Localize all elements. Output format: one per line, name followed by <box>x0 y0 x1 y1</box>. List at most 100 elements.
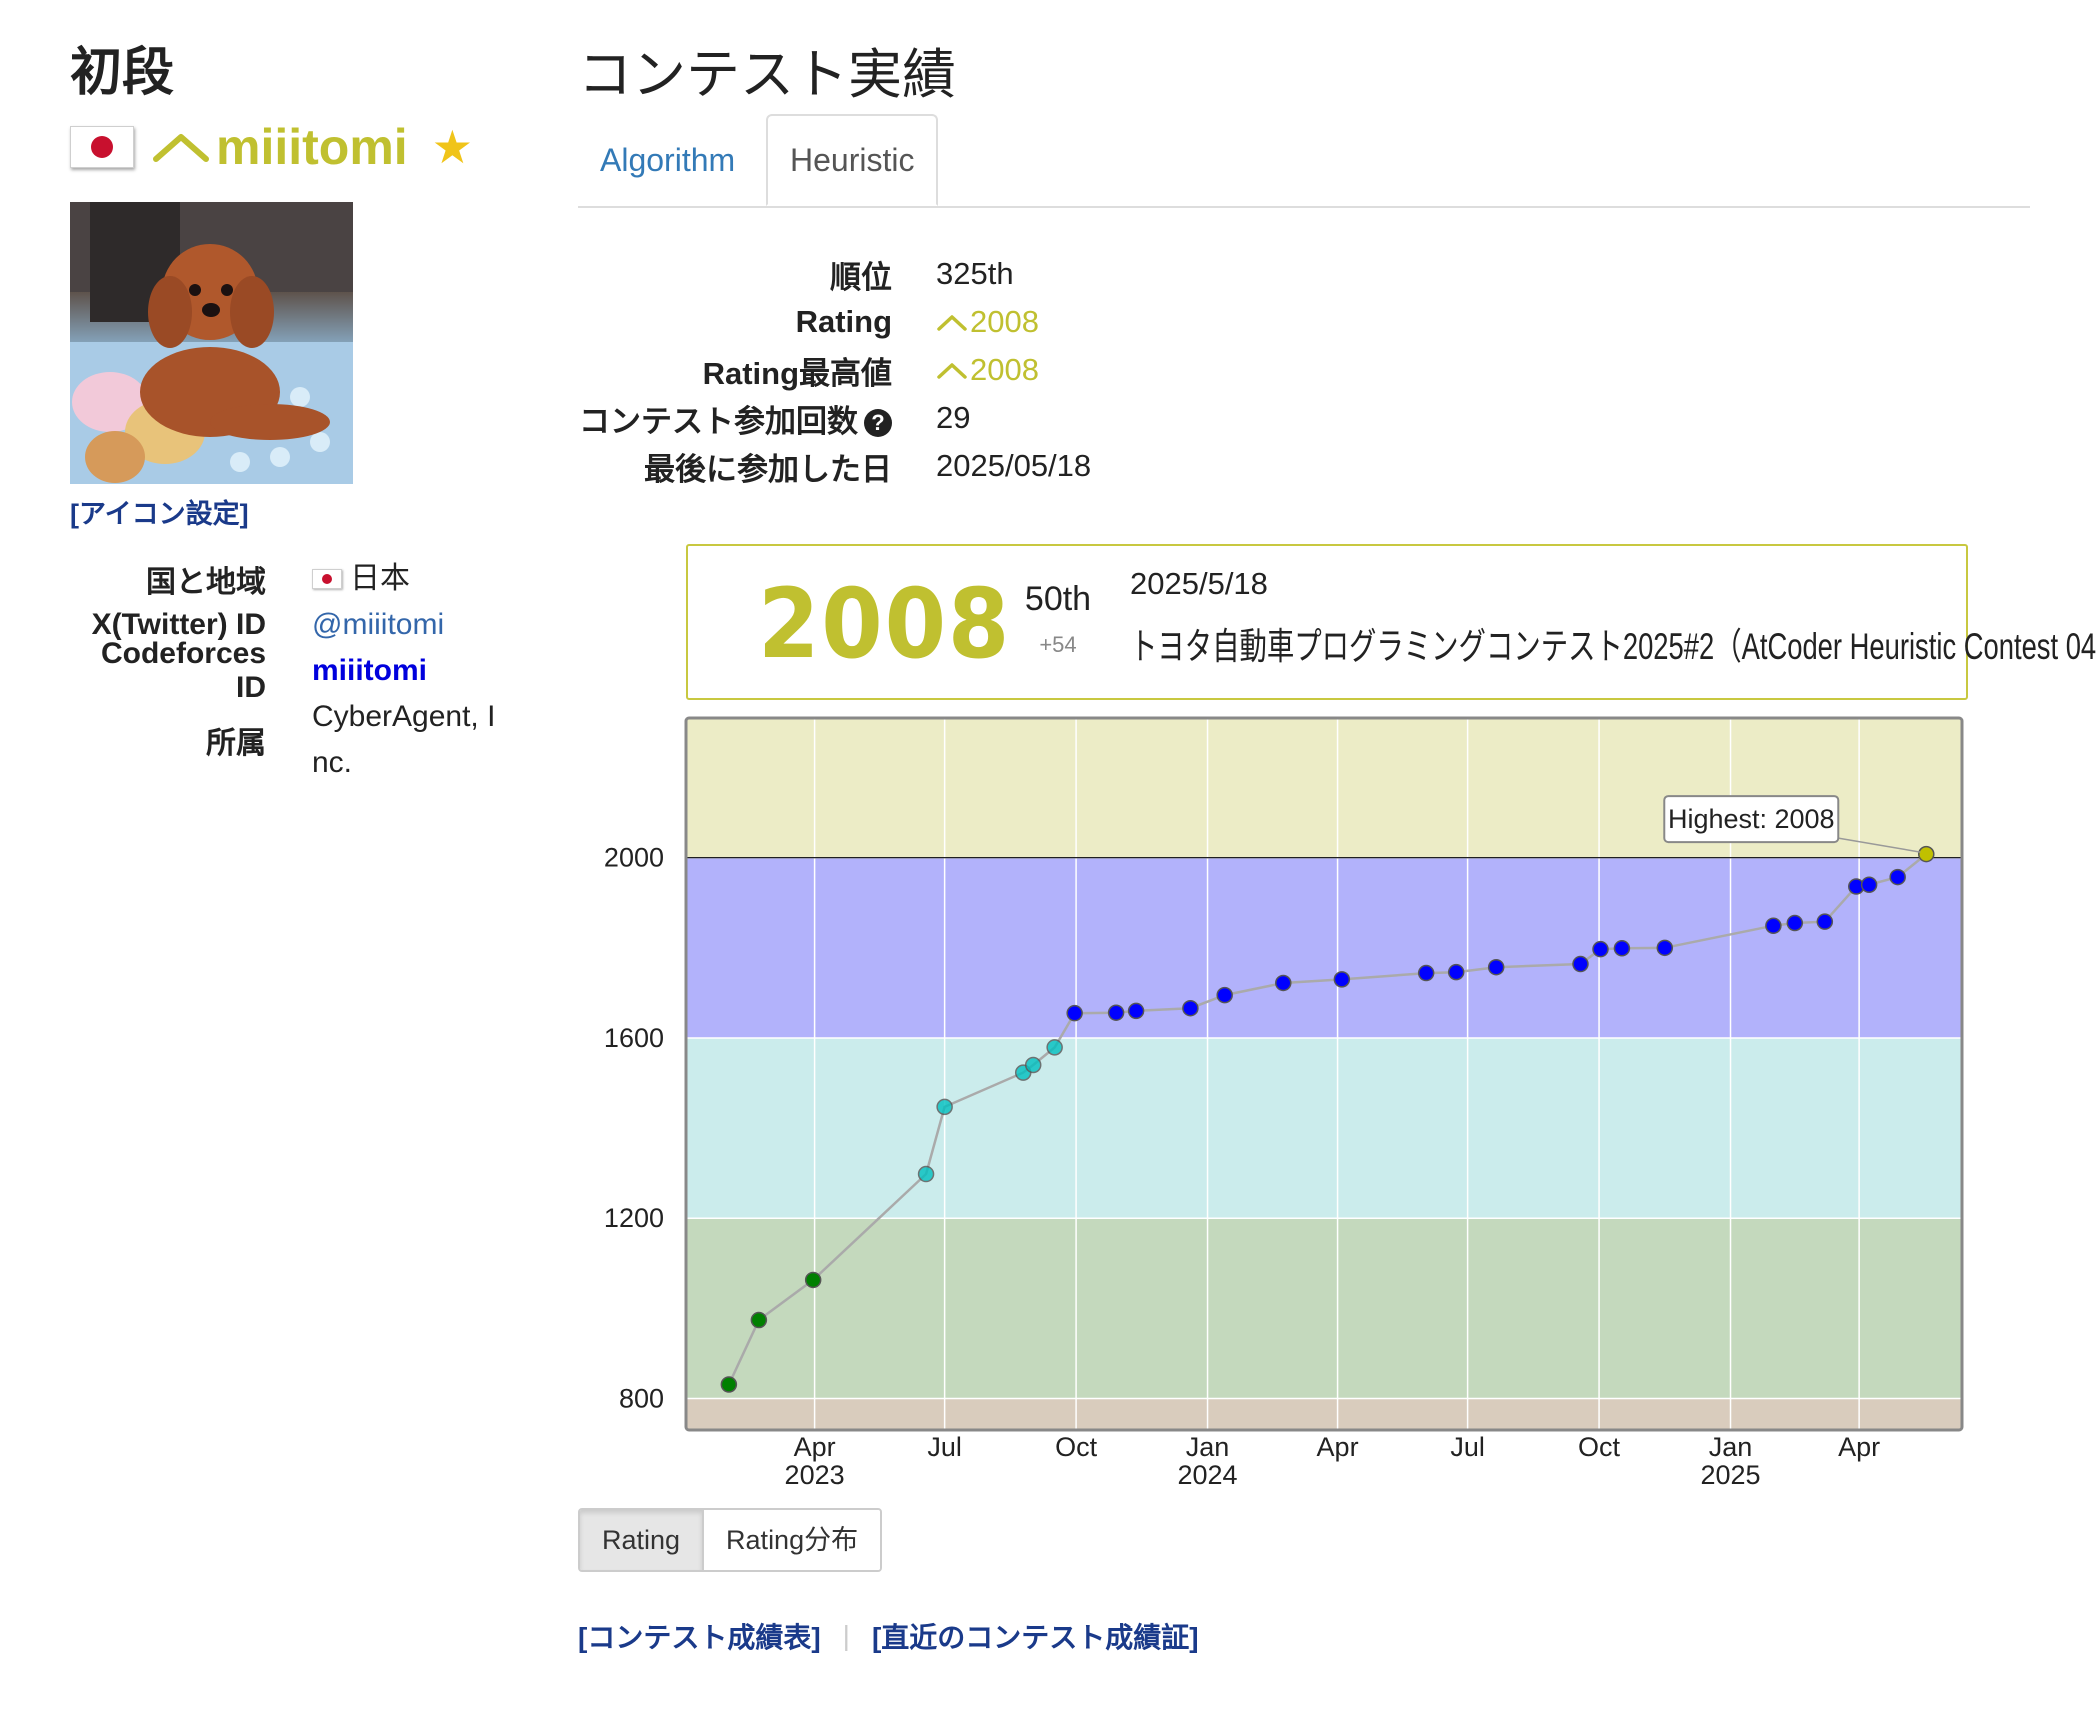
rating-button[interactable]: Rating <box>580 1510 705 1570</box>
contest-type-tabs: Algorithm Heuristic <box>578 114 2030 208</box>
y-tick-label-3: 2000 <box>604 843 664 873</box>
plot-frame <box>684 716 1964 1432</box>
crown-icon <box>153 134 209 162</box>
dog-photo <box>70 202 353 484</box>
star-icon: ★ <box>431 121 473 173</box>
rating-point-19 <box>1592 940 1609 958</box>
highest-rating-number: 2008 <box>970 352 1039 387</box>
latest-place: 50th <box>1024 580 1092 618</box>
last-participation-label: 最後に参加した日 <box>644 451 892 487</box>
tab-heuristic[interactable]: Heuristic <box>766 114 939 206</box>
rating-point-17 <box>1487 958 1505 976</box>
rating-point-15 <box>1417 964 1435 982</box>
x-tick-year-3: 2024 <box>1178 1460 1238 1490</box>
rating-point-27 <box>1889 868 1906 886</box>
link-separator: | <box>842 1620 850 1651</box>
rating-band-4 <box>686 1398 1962 1430</box>
stats-table: 順位 325th Rating 2008 Rating最高値 2008 コンテス… <box>578 250 1091 490</box>
rating-point-8 <box>1066 1004 1083 1022</box>
rating-point-21 <box>1656 939 1674 957</box>
latest-contest-name[interactable]: トヨタ自動車プログラミングコンテスト2025#2（AtCoder Heurist… <box>1130 626 2096 667</box>
contest-history-link[interactable]: [コンテスト成績表] <box>578 1622 821 1653</box>
rating-point-3 <box>917 1165 935 1183</box>
crown-icon <box>937 315 967 331</box>
crown-icon <box>937 363 967 379</box>
country-value: 日本 <box>350 562 410 595</box>
rank-value: 325th <box>936 256 1014 291</box>
rating-point-4 <box>936 1098 953 1116</box>
rating-point-26 <box>1860 876 1878 893</box>
tab-algorithm[interactable]: Algorithm <box>600 142 736 178</box>
twitter-link[interactable]: @miiitomi <box>312 608 445 641</box>
highest-annotation-text: Highest: 2008 <box>1668 804 1835 834</box>
x-tick-year-0: 2023 <box>785 1460 845 1490</box>
x-tick-label-7: Jan <box>1709 1432 1753 1462</box>
avatar <box>70 202 353 484</box>
twitter-label: X(Twitter) ID <box>91 608 266 641</box>
username-link[interactable]: miiitomi <box>152 118 408 176</box>
y-tick-label-0: 800 <box>619 1383 664 1413</box>
rating-point-16 <box>1447 963 1465 981</box>
country-label: 国と地域 <box>146 566 266 599</box>
x-tick-label-2: Oct <box>1055 1432 1098 1462</box>
x-tick-label-4: Apr <box>1317 1432 1359 1462</box>
japan-flag-small-icon <box>312 569 342 589</box>
rating-point-12 <box>1216 986 1233 1004</box>
page-title: コンテスト実績 <box>578 45 956 105</box>
icon-setting-link[interactable]: [アイコン設定] <box>70 499 249 529</box>
x-tick-year-7: 2025 <box>1700 1460 1760 1490</box>
x-tick-label-6: Oct <box>1578 1432 1621 1462</box>
rating-point-14 <box>1333 971 1351 988</box>
rating-point-0 <box>720 1376 738 1393</box>
x-tick-label-5: Jul <box>1450 1432 1485 1462</box>
codeforces-link[interactable]: miiitomi <box>312 654 428 687</box>
rating-point-1 <box>750 1311 768 1329</box>
rating-point-7 <box>1046 1039 1063 1056</box>
latest-contest-date: 2025/5/18 <box>1130 566 1268 601</box>
rank-label: 順位 <box>830 259 892 295</box>
latest-contest-box: 2008 50th +54 2025/5/18 トヨタ自動車プログラミングコンテ… <box>686 544 2096 700</box>
x-tick-label-1: Jul <box>927 1432 962 1462</box>
rating-point-11 <box>1182 999 1199 1017</box>
rating-distribution-button[interactable]: Rating分布 <box>704 1510 881 1570</box>
latest-rating: 2008 <box>758 568 1012 680</box>
username-text: miiitomi <box>216 119 408 175</box>
highest-annotation-leader <box>1838 837 1921 853</box>
y-tick-label-1: 1200 <box>604 1203 664 1233</box>
recent-certificate-link[interactable]: [直近のコンテスト成績証] <box>871 1622 1199 1653</box>
question-circle-icon[interactable]: ? <box>864 409 892 438</box>
highest-rating-value: 2008 <box>936 352 1039 388</box>
japan-flag-icon <box>70 126 134 168</box>
rating-number: 2008 <box>970 304 1039 339</box>
rating-point-6 <box>1024 1056 1042 1074</box>
x-tick-label-3: Jan <box>1186 1432 1230 1462</box>
rating-point-22 <box>1765 917 1782 934</box>
rating-band-2 <box>686 1037 1962 1219</box>
x-tick-label-8: Apr <box>1838 1432 1880 1462</box>
chart-mode-buttons: Rating Rating分布 <box>578 1508 883 1572</box>
rating-band-3 <box>686 1218 1962 1399</box>
rating-point-24 <box>1816 913 1834 930</box>
participation-count-text: コンテスト参加回数 <box>579 403 858 439</box>
x-tick-label-0: Apr <box>794 1432 836 1462</box>
y-tick-label-2: 1600 <box>604 1023 664 1053</box>
bottom-links: [コンテスト成績表] | [直近のコンテスト成績証] <box>578 1616 1199 1656</box>
highest-rating-label: Rating最高値 <box>702 355 892 391</box>
affiliation-value: CyberAgent, I nc. <box>312 694 542 786</box>
profile-info-table: 国と地域 日本 X(Twitter) ID @miiitomi Codeforc… <box>70 556 542 786</box>
rating-point-18 <box>1572 955 1589 973</box>
rating-point-28 <box>1918 845 1935 863</box>
rating-point-20 <box>1613 940 1631 957</box>
codeforces-label: Codeforces ID <box>100 637 266 704</box>
rank-title: 初段 <box>70 44 175 102</box>
rating-point-23 <box>1786 914 1804 932</box>
rating-value: 2008 <box>936 304 1039 340</box>
rating-band-1 <box>686 857 1962 1038</box>
latest-diff: +54 <box>1039 632 1077 657</box>
affiliation-line-1: CyberAgent, I <box>312 700 496 733</box>
highest-annotation-box <box>1663 795 1840 844</box>
rating-point-2 <box>804 1271 822 1289</box>
affiliation-line-2: nc. <box>312 746 353 779</box>
last-participation-value: 2025/05/18 <box>936 448 1092 483</box>
